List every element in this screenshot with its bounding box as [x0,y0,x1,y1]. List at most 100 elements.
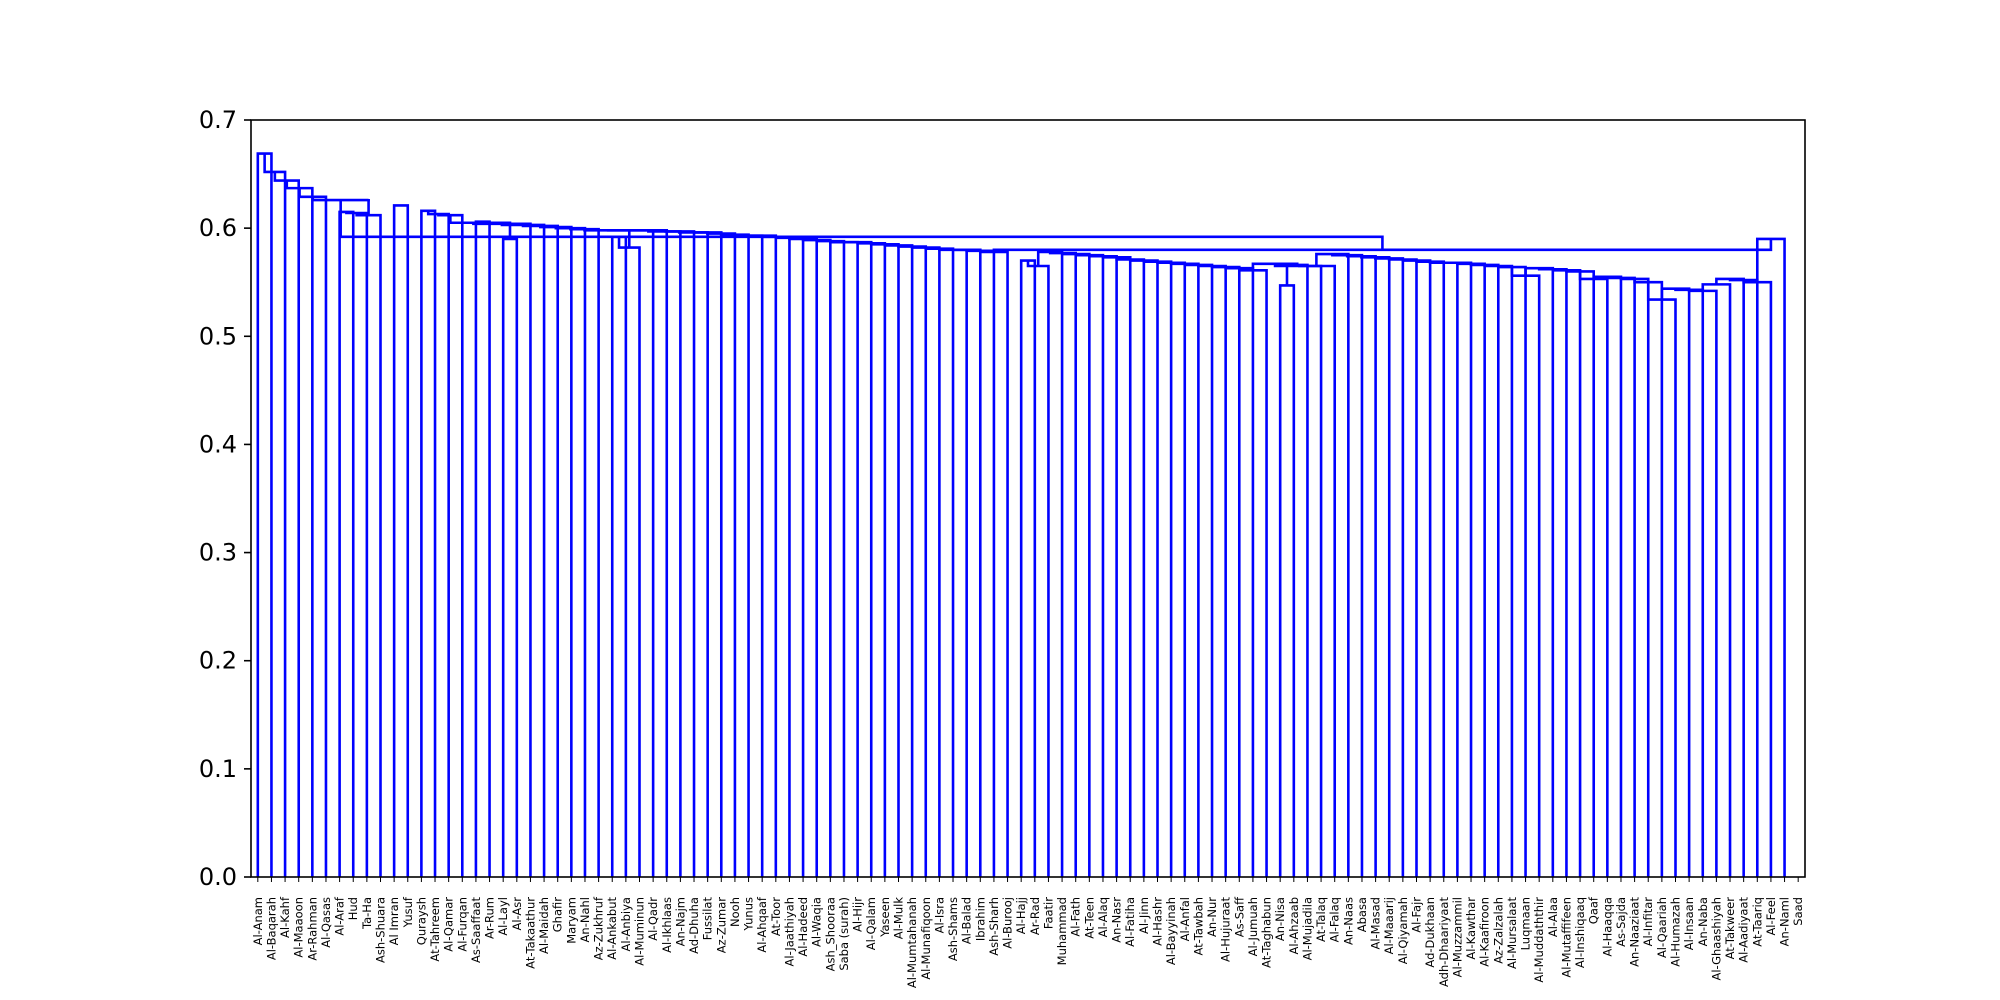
leaf-label: Adh-Dhaariyaat [1437,897,1451,987]
leaf-label: At-Taariq [1750,897,1764,947]
leaf-label: Al-Mumtahanah [905,897,919,988]
leaf-label: At-Toor [769,897,783,936]
leaf-label: Al-Hadeed [796,897,810,957]
leaf-label: Al-Anbiya [619,897,633,951]
leaf-label: Qaaf [1587,896,1601,924]
leaf-label: Al-Ghaashiyah [1709,897,1723,981]
dendrogram-link [392,204,410,877]
leaf-label: Al-Anfal [1178,897,1192,941]
leaf-label: Al-Fath [1069,897,1083,937]
leaf-label: Al-Fatiha [1123,897,1137,947]
leaf-label: Ta-Ha [360,897,374,930]
leaf-label: Al-Qasas [319,897,333,948]
leaf-label: Faatir [1041,897,1055,929]
leaf-label: Az-Zukhruf [592,896,606,960]
leaf-label: Al-Ankabut [605,897,619,960]
leaf-label: Az-Zalzalah [1491,897,1505,964]
y-tick-label: 0.3 [199,539,237,567]
leaf-label: Al-Mursalaat [1505,897,1519,969]
leaf-label: Al-Masad [1369,897,1383,950]
y-tick-label: 0.6 [199,214,237,242]
leaf-label: Al-Hajj [1014,897,1028,934]
leaf-label: Al-Muzzammil [1450,897,1464,977]
leaf-label: Al-Anam [251,897,265,945]
dendrogram-link [1298,264,1337,877]
leaf-label: Ash-Shams [946,897,960,961]
leaf-label: At-Takweer [1723,897,1737,960]
leaf-label: Al-Muddaththir [1532,897,1546,983]
leaf-label: Yusuf [401,896,415,928]
leaf-label: Al-Jaathiyah [782,897,796,966]
leaf-label: Al-Asr [510,897,524,931]
leaf-label: Al-Qamar [442,897,456,952]
dendrogram-link [938,248,968,877]
leaf-label: At-Tahreem [428,897,442,962]
y-axis: 0.0 0.1 0.2 0.3 0.4 0.5 0.6 0.7 [199,106,251,891]
leaf-label: Al-Feel [1764,897,1778,936]
leaf-label: Al-Isra [932,897,946,933]
leaf-label: Hud [346,897,360,920]
leaf-label: Ash-Sharh [987,897,1001,956]
leaf-label: Al-Furqan [455,897,469,952]
leaf-label: An-Naas [1341,897,1355,945]
leaf-label: Al-Aadiyaat [1737,897,1751,963]
leaf-label: Az-Zumar [714,897,728,953]
leaf-label: At-Tawbah [1191,897,1205,955]
leaf-label: An-Najm [673,897,687,946]
leaf-label: Saad [1791,897,1805,926]
leaf-label: Al-Maaarij [1382,897,1396,954]
leaf-label: An-Nahl [578,897,592,942]
leaf-label: Ash-Shuara [374,897,388,963]
leaf-label: Al-Infitar [1641,897,1655,947]
leaf-label: Ash_Shooraa [823,897,837,971]
y-tick-label: 0.1 [199,755,237,783]
y-tick-label: 0.0 [199,863,237,891]
leaf-label: Al-Kawthar [1464,897,1478,960]
leaf-labels: Al-Anam Al-Baqarah Al-Kahf Al-Maaoon Ar-Rahm… [251,877,1805,988]
leaf-label: Al-Hujuraat [1219,897,1233,962]
leaf-label: Al-Mujadila [1300,897,1314,960]
leaf-label: Al-Balad [960,897,974,944]
leaf-label: Al-Munafiqoon [919,897,933,980]
leaf-label: An-Nasr [1110,897,1124,943]
leaf-label: As-Saff [1232,896,1246,937]
leaf-label: Al-Insaan [1682,897,1696,950]
plot-frame [250,119,1806,878]
leaf-label: An-Naml [1778,897,1792,946]
leaf-label: Ar-Rahman [305,897,319,961]
leaf-label: Al-Humazah [1669,897,1683,967]
leaf-label: An-Naaziaat [1628,897,1642,967]
leaf-label: Al-Mulk [892,897,906,940]
leaf-label: Al-Layl [496,897,510,936]
leaf-label: Ad-Dukhaan [1423,897,1437,968]
leaf-label: Ibrahim [973,897,987,941]
leaf-label: Ghafir [551,897,565,932]
leaf-label: Fussilat [701,897,715,941]
leaf-label: An-Nisa [1273,897,1287,941]
leaf-label: At-Teen [1082,897,1096,939]
leaf-label: At-Talaq [1314,897,1328,942]
leaf-label: Al-Jumuah [1246,897,1260,956]
y-tick-label: 0.4 [199,430,237,458]
leaf-label: Yaseen [878,897,892,938]
leaf-label: Al-Hashr [1151,897,1165,946]
leaf-label: Al-Qiyamah [1396,897,1410,964]
leaf-label: Al-Baqarah [264,897,278,960]
leaf-label: Al-Alaq [1096,897,1110,937]
leaf-label: As-Sajda [1614,897,1628,947]
leaf-label: At-Taghabun [1260,897,1274,968]
leaf-label: Al-Burooj [1001,897,1015,949]
leaf-label: Al-Qalam [864,897,878,950]
leaf-label: Ad-Dhuha [687,897,701,954]
leaf-label: Al-Fajr [1410,897,1424,933]
dendrogram-links [256,152,1786,877]
leaf-label: Al-Jinn [1137,897,1151,934]
dendrogram-link [339,200,1384,250]
dendrogram-link [1273,263,1323,877]
leaf-label: Ar-Rad [1028,897,1042,935]
leaf-label: Al-Bayyinah [1164,897,1178,965]
leaf-label: Al-Alaa [1546,897,1560,937]
leaf-label: Al-Hijr [851,897,865,932]
